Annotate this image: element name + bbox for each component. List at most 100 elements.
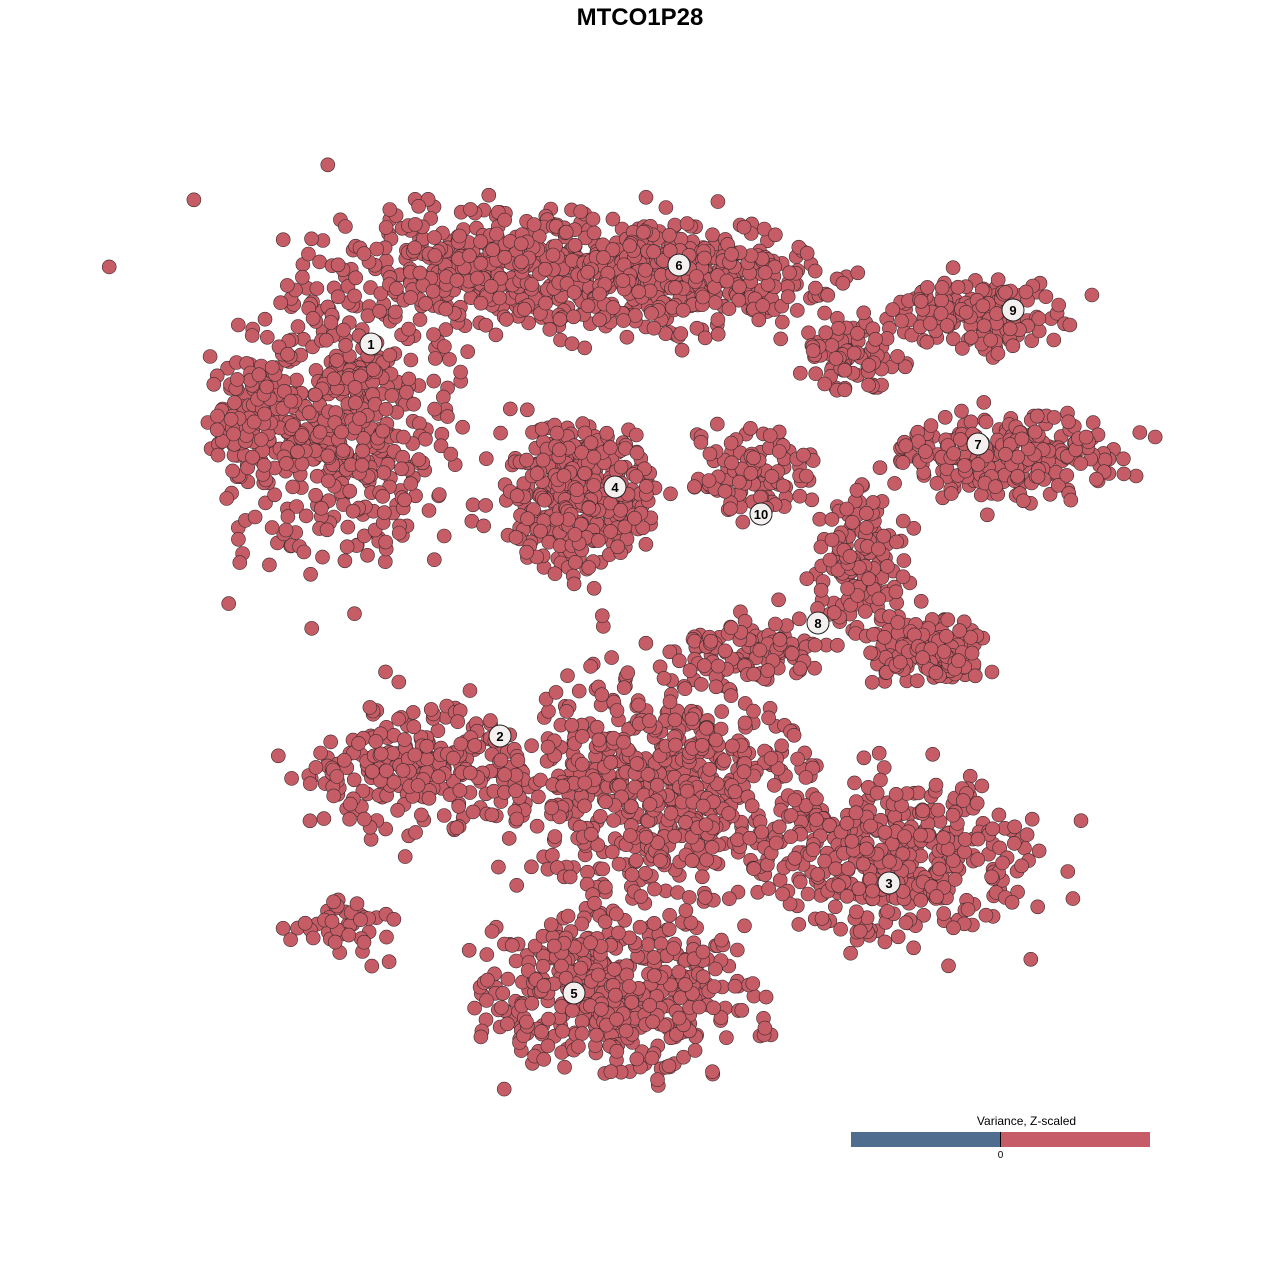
data-point (509, 488, 525, 504)
data-point (679, 783, 695, 799)
data-point (555, 1023, 570, 1039)
data-point (431, 487, 447, 502)
data-point (849, 904, 864, 920)
data-point (450, 714, 466, 730)
data-point (710, 658, 726, 674)
data-point (313, 745, 328, 761)
data-point (354, 457, 370, 473)
data-point (336, 322, 351, 338)
data-point (925, 746, 941, 762)
data-point (638, 635, 654, 651)
cluster-label-text: 2 (496, 729, 503, 744)
data-point (782, 265, 797, 281)
data-point (679, 216, 695, 231)
data-point (231, 531, 246, 547)
data-point (737, 715, 753, 731)
data-point (587, 895, 602, 911)
data-point (760, 277, 776, 292)
data-point (336, 752, 352, 768)
data-point (368, 734, 384, 749)
data-point (954, 403, 969, 419)
data-point (443, 446, 459, 462)
data-point (372, 303, 387, 319)
data-point (342, 483, 358, 499)
data-point (830, 637, 845, 653)
data-point (699, 720, 714, 736)
data-point (519, 452, 534, 468)
data-point (722, 501, 738, 517)
data-point (279, 456, 294, 471)
data-point (647, 881, 662, 897)
data-point (729, 942, 745, 958)
data-point (1051, 297, 1066, 313)
data-point (957, 844, 972, 860)
data-point (545, 847, 560, 863)
data-point (820, 287, 836, 303)
data-point (329, 769, 345, 784)
data-point (484, 807, 500, 823)
data-point (483, 278, 499, 294)
data-point (710, 194, 726, 209)
data-point (675, 302, 691, 318)
data-point (540, 739, 556, 755)
data-point (497, 212, 513, 228)
data-point (397, 492, 412, 508)
data-point (920, 280, 935, 295)
data-point (1030, 469, 1046, 484)
data-point (851, 881, 867, 897)
data-point (418, 431, 433, 447)
data-point (985, 821, 1000, 837)
data-point (304, 621, 320, 636)
data-point (888, 786, 904, 802)
data-point (1005, 338, 1021, 354)
data-point (1038, 289, 1054, 305)
data-point (774, 738, 789, 754)
data-point (264, 520, 280, 535)
data-point (646, 950, 662, 965)
data-point (929, 475, 945, 491)
data-point (877, 934, 893, 950)
data-point (326, 788, 342, 804)
data-point (928, 777, 944, 793)
data-point (880, 559, 895, 574)
data-point (609, 1043, 625, 1059)
data-point (455, 419, 470, 435)
data-point (768, 835, 784, 851)
data-point (342, 811, 357, 827)
data-point (709, 416, 725, 432)
data-point (609, 906, 624, 922)
data-point (339, 539, 355, 555)
data-point (403, 476, 419, 492)
data-point (619, 329, 635, 345)
data-point (864, 674, 880, 690)
data-point (564, 336, 580, 352)
data-point (697, 658, 712, 673)
data-point (721, 301, 737, 317)
data-point (529, 818, 545, 834)
data-point (671, 653, 687, 669)
data-point (334, 424, 349, 440)
data-point (581, 500, 597, 516)
data-point (479, 993, 494, 1008)
data-point (326, 894, 341, 910)
data-point (792, 488, 808, 504)
data-point (871, 745, 887, 761)
data-point (500, 971, 516, 987)
data-point (746, 703, 761, 719)
data-point (1010, 449, 1026, 465)
data-point (627, 510, 642, 526)
data-point (814, 911, 830, 926)
data-point (805, 842, 821, 858)
data-point (1084, 287, 1100, 303)
data-point (1089, 471, 1104, 487)
data-point (253, 432, 269, 447)
data-point (636, 224, 651, 240)
cluster-label-2: 2 (488, 724, 512, 748)
data-point (609, 703, 625, 718)
data-point (673, 326, 689, 341)
data-point (622, 238, 638, 253)
data-point (1073, 813, 1089, 829)
data-point (596, 250, 611, 265)
data-point (714, 704, 730, 719)
